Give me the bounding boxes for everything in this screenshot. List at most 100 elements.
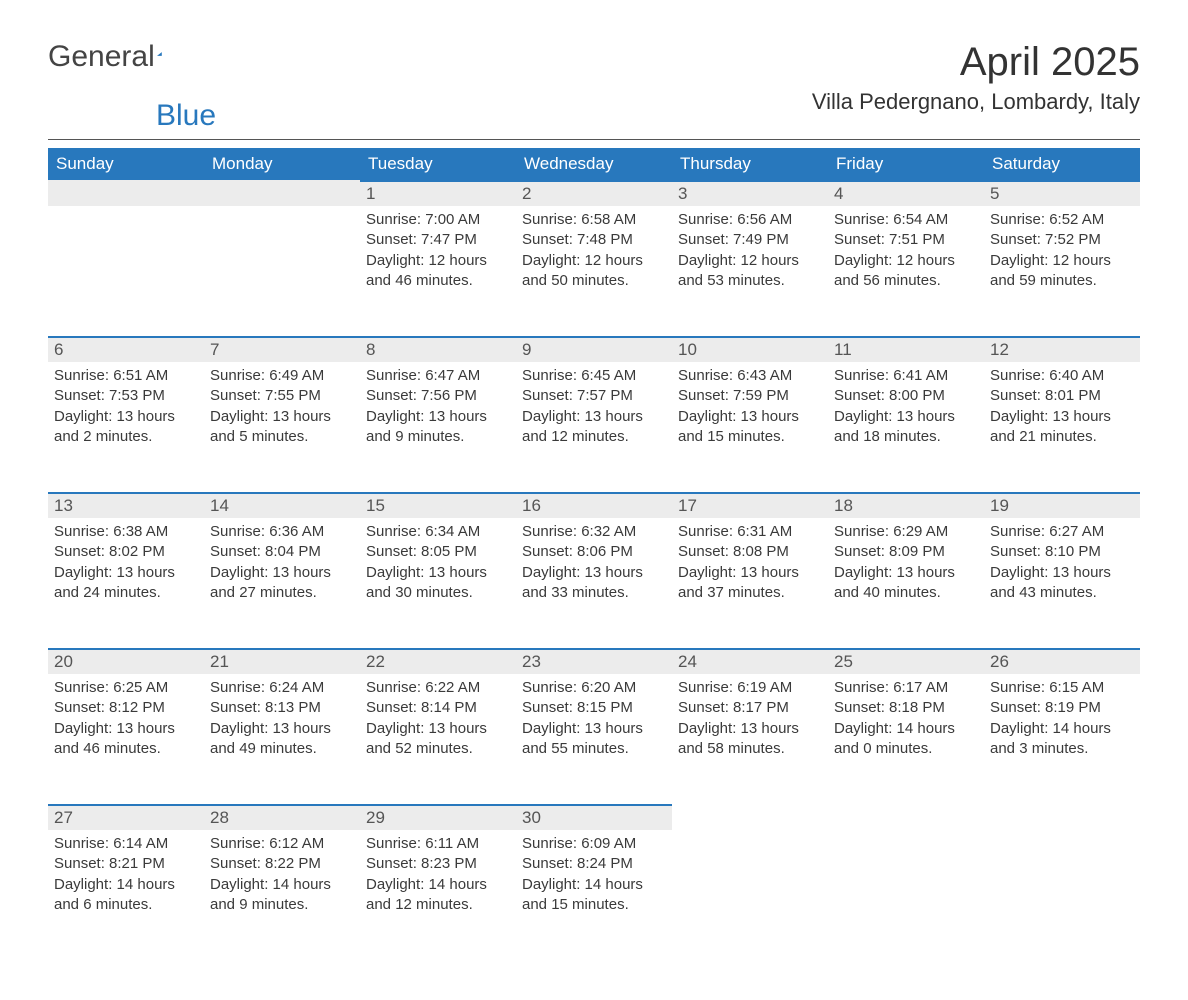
weekday-header: Sunday	[48, 148, 204, 180]
sunrise-line: Sunrise: 6:09 AM	[522, 834, 666, 854]
day-details: Sunrise: 6:29 AMSunset: 8:09 PMDaylight:…	[828, 518, 984, 621]
daylight-line: Daylight: 12 hours and 53 minutes.	[678, 251, 822, 292]
daylight-line: Daylight: 13 hours and 18 minutes.	[834, 407, 978, 448]
day-number: 13	[48, 492, 204, 518]
day-body-cell: Sunrise: 6:43 AMSunset: 7:59 PMDaylight:…	[672, 362, 828, 492]
week-daynum-row: 20212223242526	[48, 648, 1140, 674]
day-details: Sunrise: 6:56 AMSunset: 7:49 PMDaylight:…	[672, 206, 828, 309]
day-number: 5	[984, 180, 1140, 206]
day-number: 1	[360, 180, 516, 206]
day-body-cell	[984, 830, 1140, 960]
day-number-cell: 12	[984, 336, 1140, 362]
weekday-header: Friday	[828, 148, 984, 180]
day-number-cell: 18	[828, 492, 984, 518]
day-body-cell	[672, 830, 828, 960]
daylight-line: Daylight: 13 hours and 27 minutes.	[210, 563, 354, 604]
sunset-line: Sunset: 7:47 PM	[366, 230, 510, 250]
week-daynum-row: 12345	[48, 180, 1140, 206]
day-body-cell: Sunrise: 6:19 AMSunset: 8:17 PMDaylight:…	[672, 674, 828, 804]
sunrise-line: Sunrise: 6:32 AM	[522, 522, 666, 542]
title-block: April 2025 Villa Pedergnano, Lombardy, I…	[812, 40, 1140, 115]
sunrise-line: Sunrise: 6:58 AM	[522, 210, 666, 230]
day-details: Sunrise: 6:15 AMSunset: 8:19 PMDaylight:…	[984, 674, 1140, 777]
day-details: Sunrise: 6:38 AMSunset: 8:02 PMDaylight:…	[48, 518, 204, 621]
sunrise-line: Sunrise: 6:54 AM	[834, 210, 978, 230]
day-number-cell: 5	[984, 180, 1140, 206]
sunset-line: Sunset: 8:00 PM	[834, 386, 978, 406]
day-body-cell	[204, 206, 360, 336]
day-number: 23	[516, 648, 672, 674]
sunset-line: Sunset: 7:52 PM	[990, 230, 1134, 250]
brand-name-part2: Blue	[156, 99, 216, 132]
daylight-line: Daylight: 12 hours and 50 minutes.	[522, 251, 666, 292]
day-number	[204, 180, 360, 206]
daylight-line: Daylight: 12 hours and 56 minutes.	[834, 251, 978, 292]
daylight-line: Daylight: 14 hours and 12 minutes.	[366, 875, 510, 916]
sunset-line: Sunset: 8:22 PM	[210, 854, 354, 874]
daylight-line: Daylight: 13 hours and 9 minutes.	[366, 407, 510, 448]
day-details: Sunrise: 6:40 AMSunset: 8:01 PMDaylight:…	[984, 362, 1140, 465]
daylight-line: Daylight: 13 hours and 58 minutes.	[678, 719, 822, 760]
sunset-line: Sunset: 7:49 PM	[678, 230, 822, 250]
sunrise-line: Sunrise: 6:11 AM	[366, 834, 510, 854]
day-number: 30	[516, 804, 672, 830]
day-body-cell: Sunrise: 6:14 AMSunset: 8:21 PMDaylight:…	[48, 830, 204, 960]
brand-sail-icon	[157, 43, 162, 65]
sunset-line: Sunset: 8:21 PM	[54, 854, 198, 874]
day-number-cell: 8	[360, 336, 516, 362]
day-number: 2	[516, 180, 672, 206]
day-number-cell: 21	[204, 648, 360, 674]
sunrise-line: Sunrise: 6:43 AM	[678, 366, 822, 386]
day-details: Sunrise: 6:41 AMSunset: 8:00 PMDaylight:…	[828, 362, 984, 465]
day-body-cell	[828, 830, 984, 960]
day-body-cell: Sunrise: 7:00 AMSunset: 7:47 PMDaylight:…	[360, 206, 516, 336]
day-number-cell: 14	[204, 492, 360, 518]
day-number: 6	[48, 336, 204, 362]
day-number: 14	[204, 492, 360, 518]
weekday-header: Saturday	[984, 148, 1140, 180]
weekday-header: Tuesday	[360, 148, 516, 180]
day-number-cell: 9	[516, 336, 672, 362]
day-body-cell: Sunrise: 6:54 AMSunset: 7:51 PMDaylight:…	[828, 206, 984, 336]
day-number	[984, 804, 1140, 830]
day-number: 20	[48, 648, 204, 674]
day-body-cell: Sunrise: 6:12 AMSunset: 8:22 PMDaylight:…	[204, 830, 360, 960]
day-number	[672, 804, 828, 830]
daylight-line: Daylight: 13 hours and 21 minutes.	[990, 407, 1134, 448]
day-details: Sunrise: 6:52 AMSunset: 7:52 PMDaylight:…	[984, 206, 1140, 309]
day-body-cell: Sunrise: 6:22 AMSunset: 8:14 PMDaylight:…	[360, 674, 516, 804]
week-body-row: Sunrise: 6:38 AMSunset: 8:02 PMDaylight:…	[48, 518, 1140, 648]
brand-logo: General	[48, 40, 185, 74]
day-number-cell: 10	[672, 336, 828, 362]
sunrise-line: Sunrise: 6:47 AM	[366, 366, 510, 386]
daylight-line: Daylight: 13 hours and 33 minutes.	[522, 563, 666, 604]
day-number: 7	[204, 336, 360, 362]
day-number: 3	[672, 180, 828, 206]
day-body-cell: Sunrise: 6:25 AMSunset: 8:12 PMDaylight:…	[48, 674, 204, 804]
sunrise-line: Sunrise: 6:20 AM	[522, 678, 666, 698]
sunset-line: Sunset: 8:09 PM	[834, 542, 978, 562]
day-number-cell: 23	[516, 648, 672, 674]
day-body-cell: Sunrise: 6:09 AMSunset: 8:24 PMDaylight:…	[516, 830, 672, 960]
day-details: Sunrise: 6:36 AMSunset: 8:04 PMDaylight:…	[204, 518, 360, 621]
day-details: Sunrise: 6:47 AMSunset: 7:56 PMDaylight:…	[360, 362, 516, 465]
day-number-cell: 1	[360, 180, 516, 206]
day-details: Sunrise: 6:20 AMSunset: 8:15 PMDaylight:…	[516, 674, 672, 777]
sunrise-line: Sunrise: 6:38 AM	[54, 522, 198, 542]
day-number: 28	[204, 804, 360, 830]
day-number: 8	[360, 336, 516, 362]
day-number-cell: 24	[672, 648, 828, 674]
day-number: 24	[672, 648, 828, 674]
day-number-cell	[828, 804, 984, 830]
sunrise-line: Sunrise: 6:24 AM	[210, 678, 354, 698]
day-number: 29	[360, 804, 516, 830]
day-number-cell: 16	[516, 492, 672, 518]
sunset-line: Sunset: 7:57 PM	[522, 386, 666, 406]
day-number-cell: 11	[828, 336, 984, 362]
day-number: 4	[828, 180, 984, 206]
day-number: 22	[360, 648, 516, 674]
daylight-line: Daylight: 14 hours and 9 minutes.	[210, 875, 354, 916]
day-details: Sunrise: 6:51 AMSunset: 7:53 PMDaylight:…	[48, 362, 204, 465]
day-body-cell: Sunrise: 6:17 AMSunset: 8:18 PMDaylight:…	[828, 674, 984, 804]
brand-name-part1: General	[48, 40, 155, 74]
